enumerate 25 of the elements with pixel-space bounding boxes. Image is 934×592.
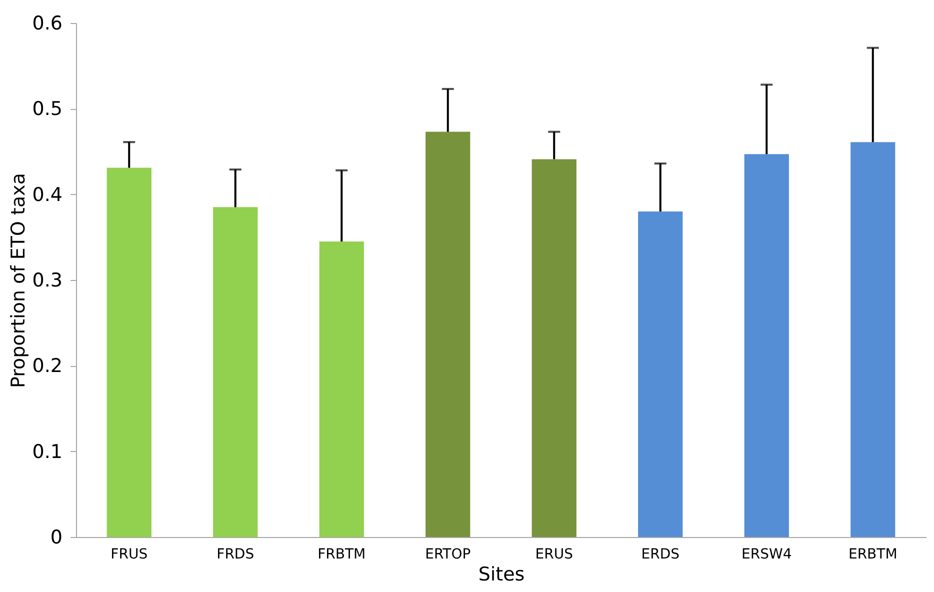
x-tick-label: ERBTM xyxy=(848,546,898,562)
bar xyxy=(850,142,896,537)
bar xyxy=(532,159,576,537)
y-tick-label: 0.5 xyxy=(32,98,62,120)
x-tick-label: FRBTM xyxy=(318,546,366,562)
x-tick-label: ERSW4 xyxy=(742,546,792,562)
y-tick-label: 0.1 xyxy=(32,440,62,463)
bar xyxy=(213,207,258,537)
x-tick-label: FRDS xyxy=(216,546,254,562)
y-tick-label: 0.2 xyxy=(32,355,62,378)
y-tick-label: 0.4 xyxy=(32,184,62,206)
y-tick-label: 0 xyxy=(50,526,62,548)
x-tick-label: ERTOP xyxy=(425,546,471,562)
x-tick-label: FRUS xyxy=(110,546,148,562)
bar xyxy=(426,132,470,537)
x-axis-title: Sites xyxy=(478,564,525,586)
bar xyxy=(744,154,789,537)
x-tick-label: ERDS xyxy=(641,546,680,562)
bar xyxy=(319,241,364,537)
y-axis-title: Proportion of ETO taxa xyxy=(7,172,30,388)
bar xyxy=(638,211,683,537)
x-tick-label: ERUS xyxy=(535,546,574,562)
y-tick-label: 0.6 xyxy=(32,12,62,34)
y-tick-label: 0.3 xyxy=(32,270,62,292)
bar xyxy=(106,168,152,537)
